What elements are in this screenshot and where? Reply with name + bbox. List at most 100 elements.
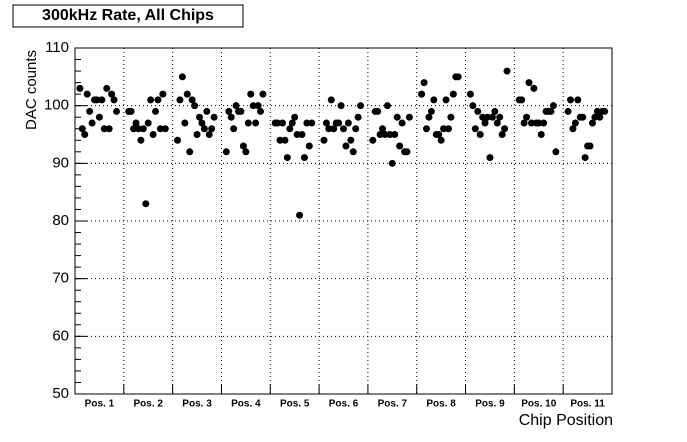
data-point	[203, 107, 211, 115]
data-point	[139, 125, 147, 133]
data-point	[276, 136, 284, 144]
data-point	[95, 113, 103, 121]
data-point	[381, 131, 389, 138]
data-point	[320, 136, 328, 144]
data-point	[237, 107, 245, 115]
data-point	[376, 131, 384, 138]
data-point	[337, 102, 345, 110]
data-point	[369, 136, 377, 144]
data-point	[325, 125, 333, 133]
data-point	[427, 107, 435, 115]
x-tick-label: Pos. 4	[231, 399, 261, 410]
data-point	[518, 96, 526, 104]
data-point	[547, 107, 555, 115]
data-point	[100, 125, 108, 133]
data-point	[352, 125, 360, 133]
data-point	[130, 125, 138, 133]
data-point	[405, 113, 413, 121]
data-point	[564, 107, 572, 115]
data-point	[422, 125, 430, 133]
x-tick-label: Pos. 3	[182, 399, 212, 410]
data-point	[469, 102, 477, 110]
data-point	[479, 113, 487, 121]
data-point	[142, 200, 150, 208]
data-point	[335, 119, 343, 127]
data-point	[278, 119, 286, 127]
data-point	[88, 119, 96, 127]
data-point	[379, 125, 387, 133]
data-point	[195, 113, 203, 121]
data-point	[254, 102, 262, 110]
data-point	[466, 90, 474, 98]
data-point	[498, 131, 506, 138]
data-point	[354, 113, 362, 121]
data-point	[444, 125, 452, 133]
data-point	[188, 96, 196, 104]
data-point	[535, 119, 543, 127]
data-point	[93, 96, 101, 104]
data-point	[340, 125, 347, 133]
data-point	[191, 102, 199, 110]
data-point	[112, 107, 120, 115]
data-point	[286, 125, 294, 133]
data-point	[274, 119, 282, 127]
data-point	[396, 142, 404, 150]
data-point	[501, 125, 509, 133]
x-tick-label: Pos. 7	[378, 399, 408, 410]
data-point	[303, 119, 311, 127]
data-point	[134, 125, 142, 133]
data-point	[161, 125, 169, 133]
x-tick-label: Pos. 9	[475, 399, 505, 410]
data-point	[227, 113, 235, 121]
data-point	[283, 154, 291, 162]
data-point	[342, 142, 350, 150]
data-point	[222, 148, 230, 156]
data-point	[147, 96, 155, 104]
data-point	[393, 113, 401, 121]
data-point	[105, 125, 113, 133]
x-tick-label: Pos. 2	[133, 399, 163, 410]
data-point	[527, 119, 535, 127]
data-point	[308, 119, 316, 127]
data-point	[298, 131, 306, 138]
data-point	[430, 96, 438, 104]
y-axis-label: DAC counts	[23, 50, 40, 130]
data-point	[525, 79, 533, 87]
data-point	[257, 107, 265, 115]
data-point	[244, 119, 252, 127]
data-point	[552, 148, 560, 156]
data-point	[242, 148, 250, 156]
data-point	[200, 125, 208, 133]
data-point	[108, 90, 116, 98]
data-point	[537, 131, 545, 138]
data-point	[418, 90, 426, 98]
data-point	[347, 136, 355, 144]
data-point	[530, 84, 538, 92]
data-point	[388, 159, 396, 167]
y-tick-label: 90	[52, 154, 69, 171]
data-point	[374, 107, 382, 115]
data-point	[425, 113, 433, 121]
data-point	[230, 125, 238, 133]
data-point	[288, 119, 296, 127]
data-point	[349, 148, 357, 156]
data-point	[176, 96, 184, 104]
plot-frame	[74, 47, 613, 395]
data-point	[98, 96, 106, 104]
data-point	[549, 102, 557, 110]
data-point	[152, 107, 160, 115]
x-tick-label: Pos. 6	[329, 399, 359, 410]
data-point	[437, 136, 445, 144]
data-point	[523, 113, 531, 121]
data-point	[403, 148, 411, 156]
data-point	[232, 102, 240, 110]
data-point	[493, 119, 501, 127]
data-point	[567, 96, 575, 104]
data-point	[344, 119, 352, 127]
x-tick-label: Pos. 5	[280, 399, 310, 410]
data-point	[391, 131, 399, 138]
data-point	[81, 131, 89, 138]
data-point	[132, 119, 140, 127]
